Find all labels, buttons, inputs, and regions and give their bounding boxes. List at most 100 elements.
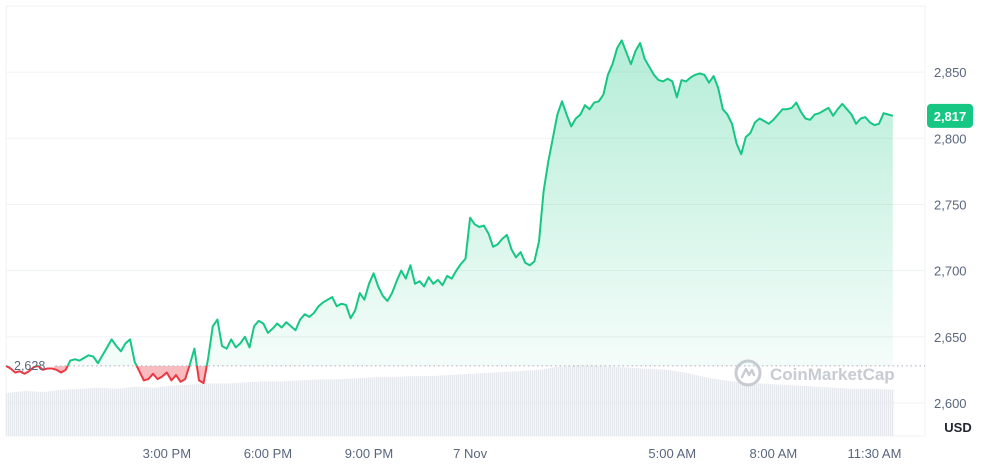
volume-bar <box>368 377 370 436</box>
volume-bar <box>154 387 156 436</box>
volume-bar <box>414 376 416 436</box>
volume-bar <box>72 389 74 436</box>
y-tick-label: 2,750 <box>934 197 967 212</box>
volume-bar <box>364 377 366 436</box>
volume-bar <box>432 375 434 436</box>
volume-bar <box>348 378 350 436</box>
volume-bar <box>238 382 240 436</box>
volume-bar <box>280 381 282 436</box>
volume-bar <box>828 387 830 436</box>
volume-bar <box>426 376 428 436</box>
volume-bar <box>584 365 586 436</box>
volume-bar <box>522 370 524 436</box>
x-tick-label: 9:00 PM <box>345 446 393 461</box>
y-tick-label: 2,650 <box>934 330 967 345</box>
volume-bar <box>78 388 80 436</box>
volume-bar <box>754 383 756 436</box>
volume-bar <box>652 368 654 436</box>
volume-bar <box>152 387 154 436</box>
volume-bar <box>852 388 854 436</box>
volume-bar <box>534 370 536 436</box>
volume-bar <box>546 368 548 436</box>
volume-bar <box>704 377 706 436</box>
volume-bar <box>692 374 694 436</box>
y-tick-label: 2,700 <box>934 264 967 279</box>
volume-bar <box>544 368 546 436</box>
volume-bar <box>766 383 768 436</box>
volume-bar <box>430 376 432 436</box>
volume-bar <box>344 378 346 436</box>
volume-bar <box>770 384 772 436</box>
volume-bar <box>666 369 668 436</box>
volume-bar <box>320 379 322 436</box>
volume-bar <box>868 388 870 436</box>
volume-bar <box>790 385 792 436</box>
volume-bar <box>750 382 752 436</box>
volume-bar <box>688 373 690 436</box>
volume-bar <box>832 387 834 436</box>
volume-bar <box>342 379 344 436</box>
volume-bar <box>412 376 414 436</box>
volume-bar <box>886 389 888 436</box>
volume-bar <box>424 376 426 436</box>
volume-bar <box>636 368 638 436</box>
volume-bar <box>640 368 642 436</box>
volume-bar <box>764 383 766 436</box>
volume-bar <box>64 389 66 436</box>
volume-bar <box>708 377 710 436</box>
volume-bar <box>592 365 594 436</box>
volume-bar <box>440 375 442 436</box>
volume-bar <box>512 371 514 436</box>
price-line-down <box>5 365 208 385</box>
volume-bar <box>668 369 670 436</box>
volume-bar <box>718 379 720 436</box>
volume-bar <box>698 375 700 436</box>
volume-bar <box>594 365 596 436</box>
volume-bar <box>304 380 306 436</box>
volume-bar <box>448 375 450 436</box>
volume-bar <box>508 371 510 436</box>
volume-bar <box>724 380 726 436</box>
volume-bar <box>604 366 606 436</box>
volume-bar <box>606 366 608 436</box>
volume-bar <box>500 372 502 436</box>
watermark-text: CoinMarketCap <box>770 365 895 384</box>
volume-bar <box>556 366 558 436</box>
volume-bar <box>400 376 402 436</box>
volume-bar <box>282 381 284 436</box>
volume-bar <box>332 379 334 436</box>
volume-bar <box>148 387 150 436</box>
volume-bar <box>232 383 234 436</box>
volume-bar <box>354 378 356 436</box>
volume-bar <box>660 369 662 436</box>
y-tick-label: 2,850 <box>934 65 967 80</box>
volume-bar <box>560 366 562 436</box>
volume-bar <box>370 377 372 436</box>
volume-bar <box>390 377 392 436</box>
volume-bar <box>356 378 358 436</box>
volume-bar <box>70 389 72 436</box>
volume-bar <box>628 367 630 436</box>
volume-bar <box>870 388 872 436</box>
volume-bar <box>798 385 800 436</box>
volume-bar <box>552 367 554 436</box>
volume-bar <box>416 376 418 436</box>
volume-bar <box>550 367 552 436</box>
volume-bar <box>694 374 696 436</box>
volume-bar <box>818 386 820 436</box>
x-tick-label: 6:00 PM <box>244 446 292 461</box>
volume-bar <box>846 388 848 436</box>
volume-bar <box>736 381 738 436</box>
volume-bar <box>242 382 244 436</box>
volume-bar <box>702 376 704 436</box>
volume-bar <box>450 374 452 436</box>
volume-bar <box>792 385 794 436</box>
volume-bar <box>200 383 202 436</box>
volume-bar <box>616 366 618 436</box>
volume-bar <box>402 376 404 436</box>
reference-price-label: 2,628 <box>14 359 45 373</box>
price-area <box>6 40 893 384</box>
y-tick-label: 2,800 <box>934 131 967 146</box>
volume-bar <box>150 387 152 436</box>
volume-bar <box>86 388 88 436</box>
